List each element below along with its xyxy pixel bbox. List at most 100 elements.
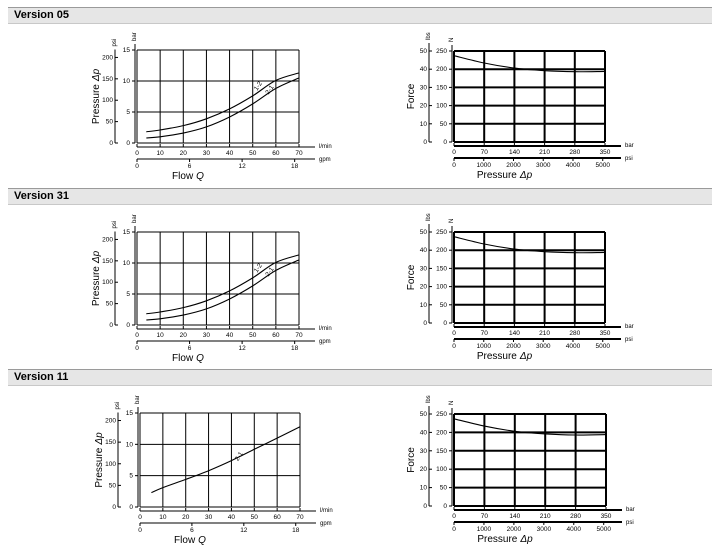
y2-tick-label: 50: [109, 482, 117, 489]
x-unit-label: bar: [626, 507, 635, 513]
x-tick-label: 140: [509, 149, 520, 156]
x2-tick-label: 0: [135, 163, 139, 170]
section-title: Version 11: [14, 371, 69, 383]
y-tick-label: 10: [123, 260, 131, 267]
x-tick-label: 70: [295, 150, 303, 157]
y-tick-label: 0: [129, 504, 133, 511]
x-axis-title: Pressure Δp: [477, 351, 533, 362]
section-header-v31: Version 31: [8, 188, 712, 205]
x-unit-label: l/min: [319, 144, 332, 150]
y-axis-title-symbol: Δp: [91, 250, 102, 264]
y-tick-label: 50: [440, 302, 448, 309]
x-tick-label: 60: [272, 150, 280, 157]
x2-tick-label: 0: [452, 343, 456, 350]
y2-tick-label: 50: [420, 48, 428, 55]
x-unit-label: l/min: [320, 508, 333, 514]
y2-tick-label: 100: [102, 97, 113, 104]
y-tick-label: 250: [436, 411, 447, 418]
y-unit-label: N: [449, 401, 455, 405]
x-tick-label: 210: [539, 330, 550, 337]
y-tick-label: 0: [126, 140, 130, 147]
x2-tick-label: 2000: [506, 162, 521, 169]
y-axis-title: Force: [406, 447, 417, 473]
y-tick-label: 200: [436, 66, 447, 73]
x-tick-label: 0: [452, 330, 456, 337]
x2-tick-label: 3000: [536, 343, 551, 350]
x2-tick-label: 0: [138, 527, 142, 534]
x2-unit-label: gpm: [319, 339, 331, 345]
x2-tick-label: 5000: [595, 343, 610, 350]
y-tick-label: 250: [436, 229, 447, 236]
x2-tick-label: 6: [188, 163, 192, 170]
x2-tick-label: 1000: [477, 162, 492, 169]
x-unit-label: bar: [625, 143, 634, 149]
y2-tick-label: 200: [102, 236, 113, 243]
y2-tick-label: 150: [102, 76, 113, 83]
x-tick-label: 40: [228, 514, 236, 521]
y2-tick-label: 20: [420, 466, 428, 473]
x-tick-label: 10: [157, 150, 165, 157]
series-line: [146, 72, 300, 133]
x-axis-title-word: Pressure: [477, 170, 517, 181]
x-tick-label: 0: [452, 513, 456, 520]
section-header-v11: Version 11: [8, 369, 712, 386]
x-tick-label: 350: [600, 149, 611, 156]
x-tick-label: 30: [205, 514, 213, 521]
pressure-force-chart-1: 0 50 100 150 200 250 N 0 10 20 30 40 50 lbs Force 0 70 14…: [406, 32, 634, 181]
y-axis-title-word: Pressure: [94, 447, 105, 487]
y2-unit-label: lbs: [426, 395, 432, 403]
y2-tick-label: 0: [109, 140, 113, 147]
y-tick-label: 15: [126, 410, 134, 417]
x-axis-title: Pressure Δp: [477, 170, 533, 181]
x2-tick-label: 3000: [537, 526, 552, 533]
x2-tick-label: 3000: [536, 162, 551, 169]
y-axis-title-word: Force: [406, 447, 417, 473]
y-tick-label: 150: [436, 84, 447, 91]
x-axis-title: Flow Q: [174, 535, 206, 546]
y2-tick-label: 200: [105, 418, 116, 425]
x2-unit-label: gpm: [319, 157, 331, 163]
y-tick-label: 0: [126, 322, 130, 329]
y-axis-title-word: Force: [406, 264, 417, 290]
x-tick-label: 280: [570, 513, 581, 520]
x-tick-label: 40: [226, 150, 234, 157]
y-tick-label: 250: [436, 48, 447, 55]
x-tick-label: 70: [295, 332, 303, 339]
y2-tick-label: 40: [420, 429, 428, 436]
y2-tick-label: 40: [420, 66, 428, 73]
y-tick-label: 10: [123, 78, 131, 85]
y-axis-title-word: Pressure: [91, 84, 102, 124]
y-tick-label: 150: [436, 265, 447, 272]
y-tick-label: 50: [440, 121, 448, 128]
x-tick-label: 20: [180, 150, 188, 157]
x-tick-label: 50: [249, 332, 257, 339]
x2-unit-label: psi: [625, 156, 633, 162]
y-axis-title-word: Force: [406, 83, 417, 109]
x-tick-label: 50: [249, 150, 257, 157]
y2-tick-label: 30: [420, 265, 428, 272]
y2-tick-label: 10: [420, 485, 428, 492]
x2-tick-label: 4000: [566, 162, 581, 169]
y2-tick-label: 30: [420, 448, 428, 455]
pressure-force-chart-3: 0 50 100 150 200 250 N 0 10 20 30 40 50 lbs Force 0 70 14…: [406, 213, 634, 362]
x2-tick-label: 18: [292, 527, 300, 534]
series-line: [146, 259, 300, 321]
y2-tick-label: 0: [109, 322, 113, 329]
y2-tick-label: 20: [420, 103, 428, 110]
x-tick-label: 70: [296, 514, 304, 521]
y-unit-label: N: [449, 219, 455, 223]
y-unit-label: bar: [132, 214, 138, 223]
series-label: 1-2: [253, 262, 264, 274]
y-tick-label: 100: [436, 284, 447, 291]
series-label: 2-1: [264, 266, 275, 278]
x-tick-label: 20: [182, 514, 190, 521]
y2-unit-label: psi: [112, 221, 118, 229]
y2-unit-label: psi: [115, 402, 121, 410]
x2-tick-label: 1000: [477, 526, 492, 533]
x-tick-label: 0: [452, 149, 456, 156]
section-title: Version 31: [14, 190, 70, 202]
x2-tick-label: 4000: [566, 343, 581, 350]
